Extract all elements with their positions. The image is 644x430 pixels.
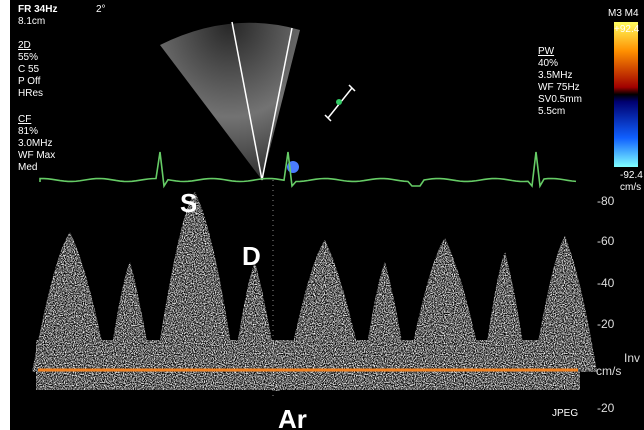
- setting-line: P Off: [18, 76, 41, 87]
- scale-label: -60: [597, 234, 615, 248]
- wave-label: Ar: [278, 404, 307, 430]
- scale-label: -80: [597, 194, 615, 208]
- scale-label: -20: [597, 317, 615, 331]
- setting-line: 3.0MHz: [18, 138, 52, 149]
- setting-line: 55%: [18, 52, 38, 63]
- setting-line: SV0.5mm: [538, 94, 582, 105]
- mode-title: CF: [18, 114, 31, 125]
- wave-label: D: [242, 241, 261, 271]
- mode-title: 2D: [18, 40, 31, 51]
- wave-label: S: [180, 188, 197, 218]
- setting-line: 5.5cm: [538, 106, 565, 117]
- scale-label: -40: [597, 276, 615, 290]
- setting-line: Med: [18, 162, 37, 173]
- setting-line: WF 75Hz: [538, 82, 580, 93]
- setting-line: C 55: [18, 64, 40, 75]
- frame-rate: FR 34Hz: [18, 4, 57, 15]
- ultrasound-screen: FR 34Hz 2° 8.1cm 2D 55%C 55P OffHRes CF …: [0, 0, 644, 430]
- setting-line: WF Max: [18, 150, 55, 161]
- setting-line: HRes: [18, 88, 43, 99]
- page: FR 34Hz 2° 8.1cm 2D 55%C 55P OffHRes CF …: [0, 0, 644, 430]
- setting-line: 3.5MHz: [538, 70, 572, 81]
- mode-title: PW: [538, 46, 555, 57]
- color-top: +92.4: [614, 24, 640, 35]
- depth: 8.1cm: [18, 16, 45, 27]
- setting-line: 81%: [18, 126, 38, 137]
- caliper-dot: [336, 99, 342, 105]
- format-label: JPEG: [552, 408, 578, 419]
- color-bottom: -92.4: [620, 170, 643, 181]
- angle: 2°: [96, 4, 106, 15]
- setting-line: 40%: [538, 58, 558, 69]
- color-unit: cm/s: [620, 182, 641, 193]
- invert-label: Inv: [624, 351, 640, 365]
- color-mode: M3 M4: [608, 8, 639, 19]
- scale-unit: cm/s: [596, 364, 621, 378]
- color-bar: [614, 22, 638, 167]
- scale-label: -20: [597, 401, 615, 415]
